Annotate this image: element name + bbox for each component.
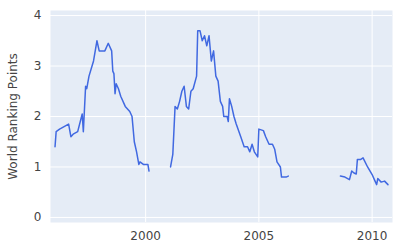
svg-text:2: 2 bbox=[34, 109, 42, 123]
svg-text:2005: 2005 bbox=[244, 229, 275, 243]
svg-text:2000: 2000 bbox=[130, 229, 161, 243]
svg-text:World Ranking Points: World Ranking Points bbox=[6, 53, 20, 180]
svg-text:1: 1 bbox=[34, 160, 42, 174]
svg-text:3: 3 bbox=[34, 59, 42, 73]
svg-text:0: 0 bbox=[34, 210, 42, 224]
svg-text:4: 4 bbox=[34, 8, 42, 22]
svg-text:2010: 2010 bbox=[357, 229, 388, 243]
